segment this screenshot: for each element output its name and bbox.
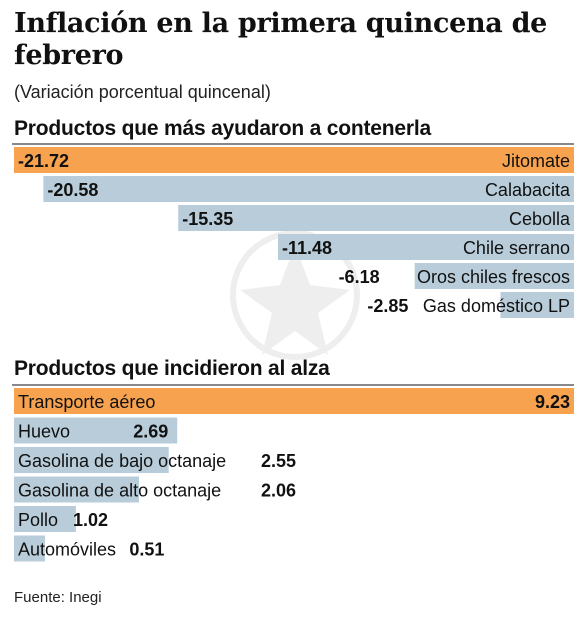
value-label: 2.69	[133, 422, 168, 442]
value-label: -2.85	[367, 296, 408, 316]
value-label: -6.18	[339, 267, 380, 287]
category-label: Calabacita	[485, 180, 571, 200]
bar-increase	[14, 417, 178, 444]
bar-increase	[14, 476, 139, 503]
category-label: Cebolla	[509, 209, 571, 229]
bar-decrease	[43, 176, 574, 202]
category-label: Transporte aéreo	[18, 392, 155, 412]
category-label: Pollo	[18, 510, 58, 530]
value-label: 9.23	[535, 392, 570, 412]
value-label: -11.48	[282, 238, 332, 258]
value-label: 1.02	[73, 510, 108, 530]
bar-decrease	[278, 234, 574, 260]
bar-decrease	[178, 205, 575, 231]
value-label: -21.72	[18, 151, 69, 171]
bar-decrease	[414, 263, 574, 289]
bar-increase	[14, 506, 76, 532]
category-label: Jitomate	[502, 151, 570, 171]
category-label: Gasolina de alto octanaje	[18, 481, 221, 501]
category-label: Oros chiles frescos	[417, 267, 570, 287]
section-title-decreases: Productos que más ayudaron a contenerla	[14, 117, 431, 140]
category-label: Huevo	[18, 422, 70, 442]
watermark-eagle-icon	[230, 230, 360, 360]
value-label: 0.51	[129, 540, 164, 560]
bar-decrease	[500, 292, 574, 318]
section-divider	[12, 143, 574, 145]
value-label: -15.35	[182, 209, 233, 229]
category-label: Gas doméstico LP	[423, 296, 570, 316]
category-label: Chile serrano	[463, 238, 570, 258]
section-title-increases: Productos que incidieron al alza	[14, 357, 330, 380]
value-label: 2.55	[261, 451, 296, 471]
value-label: -20.58	[47, 180, 98, 200]
source-note: Fuente: Inegi	[14, 589, 102, 606]
bar-increase	[14, 535, 45, 562]
value-label: 2.06	[261, 481, 296, 501]
section-divider	[12, 384, 574, 386]
chart-subtitle: (Variación porcentual quincenal)	[14, 82, 271, 102]
bar-increase	[14, 388, 574, 414]
bar-increase	[14, 447, 169, 473]
bar-decrease	[14, 147, 574, 173]
category-label: Gasolina de bajo octanaje	[18, 451, 226, 471]
chart-title: Inflación en la primera quincena de febr…	[14, 8, 548, 71]
category-label: Automóviles	[18, 540, 116, 560]
